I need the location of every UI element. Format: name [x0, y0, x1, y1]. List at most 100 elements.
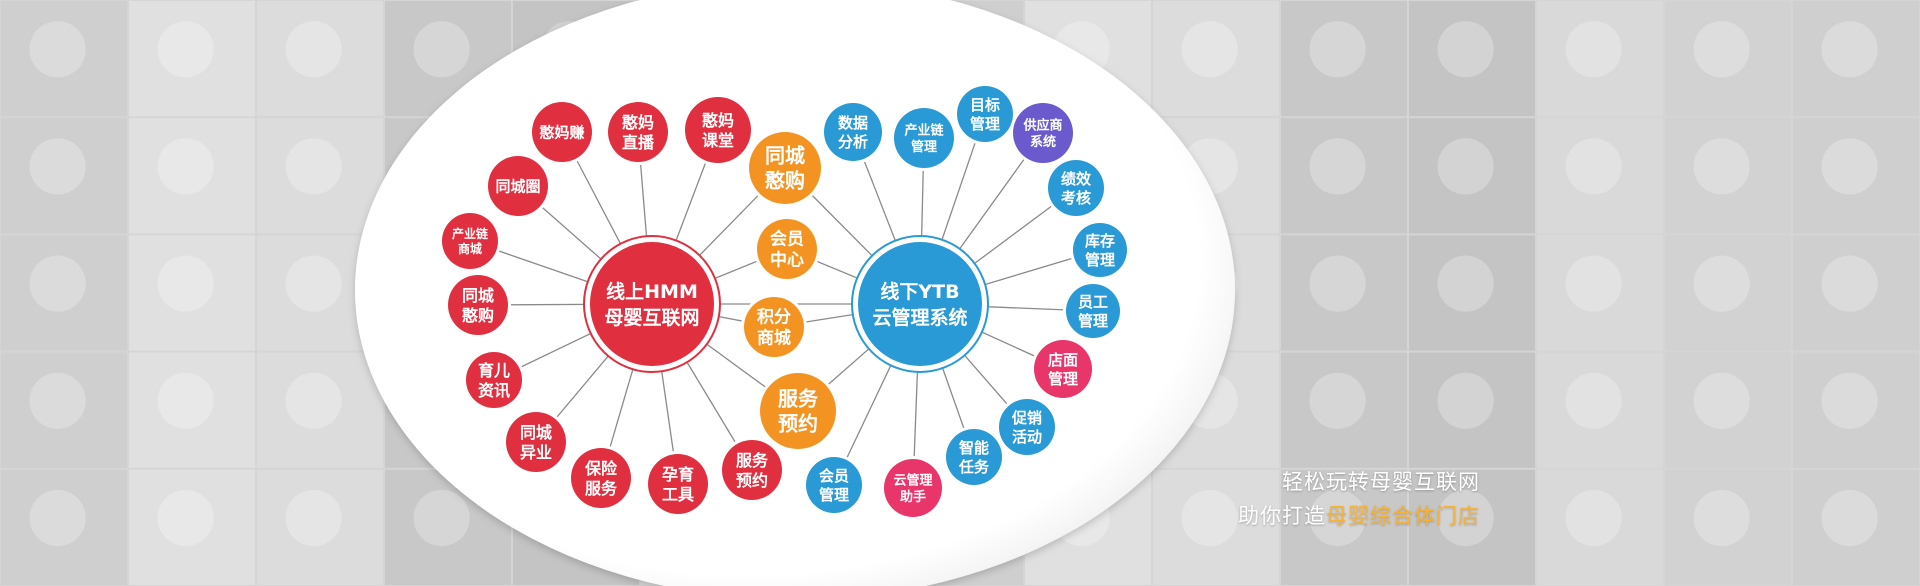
background-photo-tile-face — [1821, 372, 1878, 429]
left-node: 同城圈 — [485, 153, 551, 219]
left-node-label: 商城 — [458, 241, 482, 256]
background-photo-tile — [257, 469, 383, 585]
background-photo-tile-face — [1437, 138, 1494, 195]
background-photo-tile — [1153, 469, 1279, 585]
hub-offline-ytb-label: 云管理系统 — [872, 306, 967, 329]
hub-online-hmm-label: 母婴互联网 — [604, 307, 699, 329]
right-node-circle — [806, 457, 862, 513]
background-photo-tile-face — [1565, 21, 1622, 78]
shared-node-circle — [757, 219, 817, 279]
background-photo-tile-face — [1693, 372, 1750, 429]
left-node-label: 资讯 — [478, 381, 510, 400]
background-photo-tile-face — [285, 21, 342, 78]
shared-node-circle — [760, 373, 836, 449]
right-node-label: 管理 — [970, 115, 1000, 133]
background-photo-tile-face — [157, 21, 214, 78]
slogan-line-2-highlight: 母婴综合体门店 — [1326, 504, 1480, 528]
right-node-label: 供应商 — [1022, 118, 1062, 134]
background-photo-tile-face — [1693, 489, 1750, 547]
background-photo-tile — [129, 235, 255, 351]
background-photo-tile-face — [285, 372, 342, 429]
background-photo-tile-face — [1565, 255, 1622, 312]
shared-node-label: 积分 — [757, 307, 791, 327]
shared-node-label: 同城 — [765, 144, 805, 168]
left-node-label: 服务 — [736, 451, 769, 470]
left-node-label: 同城圈 — [495, 177, 540, 195]
right-node-circle — [1066, 284, 1120, 338]
background-photo-tile — [1537, 235, 1663, 351]
background-photo-tile-face — [29, 138, 86, 195]
right-node-label: 管理 — [1048, 370, 1078, 388]
left-node-label: 育儿 — [478, 361, 510, 380]
right-node-label: 系统 — [1030, 134, 1056, 150]
background-photo-tile — [1, 1, 127, 117]
background-photo-tile — [1, 235, 127, 351]
background-photo-tile-face — [1821, 489, 1878, 547]
background-photo-tile-face — [29, 255, 86, 312]
background-photo-tile-face — [157, 138, 214, 195]
background-photo-tile — [1409, 352, 1535, 468]
background-photo-tile — [129, 1, 255, 117]
background-photo-tile-face — [1309, 21, 1366, 78]
left-node-label: 异业 — [520, 443, 552, 462]
right-node-label: 管理 — [819, 486, 849, 504]
shared-node-circle — [744, 297, 804, 357]
background-photo-tile — [1281, 1, 1407, 117]
shared-node-label: 预约 — [778, 412, 818, 436]
left-node-label: 服务 — [585, 479, 618, 498]
right-node-label: 分析 — [838, 133, 868, 151]
left-node-label: 课堂 — [702, 131, 734, 150]
background-photo-tile — [1665, 235, 1791, 351]
left-node-circle — [532, 102, 592, 162]
left-node-label: 同城 — [520, 423, 552, 442]
background-photo-tile — [129, 118, 255, 234]
background-photo-tile — [1281, 352, 1407, 468]
background-photo-tile-face — [1693, 255, 1750, 312]
right-node-label: 考核 — [1061, 189, 1091, 207]
background-photo-tile-face — [1437, 21, 1494, 78]
background-photo-tile — [1665, 469, 1791, 585]
background-photo-tile — [257, 118, 383, 234]
background-photo-tile — [1665, 1, 1791, 117]
left-node-label: 憨妈赚 — [539, 123, 584, 141]
left-node-label: 憨妈 — [622, 113, 654, 132]
background-photo-tile — [1409, 118, 1535, 234]
background-photo-tile-face — [285, 138, 342, 195]
hub-offline-ytb: 线下YTB 云管理系统 — [851, 235, 989, 373]
right-node-label: 管理 — [911, 139, 937, 155]
right-node-circle — [894, 108, 954, 168]
left-node-circle — [448, 275, 508, 335]
background-photo-tile-face — [1693, 138, 1750, 195]
left-node-label: 孕育 — [662, 465, 694, 484]
left-node-label: 保险 — [584, 459, 618, 478]
right-node-label: 数据 — [838, 114, 868, 132]
background-photo-tile — [1537, 1, 1663, 117]
background-photo-tile — [257, 352, 383, 468]
right-node-label: 库存 — [1085, 232, 1115, 250]
background-photo-tile — [257, 1, 383, 117]
slogan-line-1: 轻松玩转母婴互联网 — [1282, 470, 1480, 494]
background-photo-tile — [1, 118, 127, 234]
right-node-circle — [1073, 223, 1127, 277]
background-photo-tile — [1409, 235, 1535, 351]
right-node-circle — [824, 103, 882, 161]
background-photo-tile-face — [157, 372, 214, 429]
background-photo-tile-face — [285, 489, 342, 547]
left-node-circle — [571, 448, 631, 508]
background-photo-tile-face — [1309, 372, 1366, 429]
background-photo-tile-face — [1437, 489, 1494, 547]
left-node-label: 预约 — [736, 471, 768, 490]
background-photo-tile — [1793, 352, 1919, 468]
